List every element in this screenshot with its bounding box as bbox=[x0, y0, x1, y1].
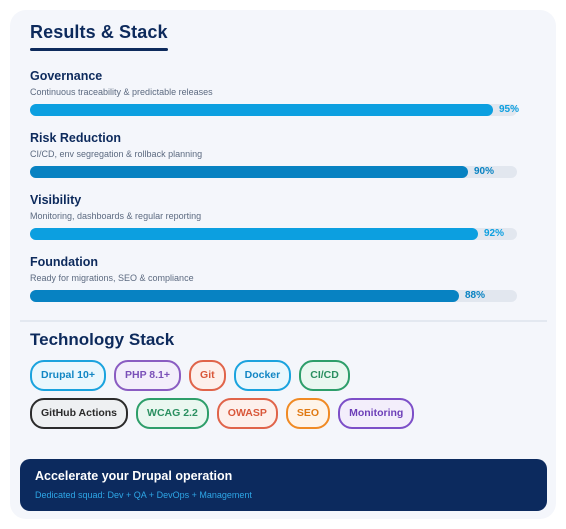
metric-name: Foundation bbox=[30, 255, 99, 269]
progress-fill bbox=[30, 104, 493, 116]
tech-chip[interactable]: CI/CD bbox=[299, 360, 350, 391]
progress-percent: 88% bbox=[465, 290, 486, 301]
metric-risk-reduction: Risk Reduction CI/CD, env segregation & … bbox=[30, 130, 536, 178]
results-stack-card: Results & Stack Governance Continuous tr… bbox=[10, 10, 556, 519]
tech-chip[interactable]: OWASP bbox=[216, 398, 278, 429]
progress-percent: 92% bbox=[484, 228, 505, 239]
metric-name: Visibility bbox=[30, 193, 82, 207]
progress-track bbox=[30, 290, 517, 302]
tech-chip-row: GitHub Actions WCAG 2.2 OWASP SEO Monito… bbox=[30, 398, 415, 429]
metric-description: CI/CD, env segregation & rollback planni… bbox=[30, 149, 203, 159]
tech-chip[interactable]: Drupal 10+ bbox=[30, 360, 106, 391]
progress-fill bbox=[30, 228, 478, 240]
metric-governance: Governance Continuous traceability & pre… bbox=[30, 68, 536, 116]
metric-name: Risk Reduction bbox=[30, 131, 121, 145]
progress-percent: 90% bbox=[474, 166, 495, 177]
tech-chip[interactable]: WCAG 2.2 bbox=[136, 398, 209, 429]
metric-description: Monitoring, dashboards & regular reporti… bbox=[30, 211, 202, 221]
progress-track bbox=[30, 104, 517, 116]
tech-chip-row: Drupal 10+ PHP 8.1+ Git Docker CI/CD bbox=[30, 360, 350, 391]
title-underline bbox=[30, 48, 168, 51]
progress-fill bbox=[30, 290, 459, 302]
progress-fill bbox=[30, 166, 468, 178]
tech-chip[interactable]: Docker bbox=[233, 360, 292, 391]
metric-description: Continuous traceability & predictable re… bbox=[30, 87, 213, 97]
progress-percent: 95% bbox=[499, 104, 520, 115]
tech-stack-title: Technology Stack bbox=[30, 330, 175, 349]
section-title: Results & Stack bbox=[30, 22, 168, 42]
cta-subtitle: Dedicated squad: Dev + QA + DevOps + Man… bbox=[35, 490, 252, 500]
metric-visibility: Visibility Monitoring, dashboards & regu… bbox=[30, 192, 536, 240]
tech-chip[interactable]: Monitoring bbox=[338, 398, 415, 429]
tech-chip[interactable]: PHP 8.1+ bbox=[113, 360, 182, 391]
section-divider bbox=[20, 320, 547, 322]
progress-track bbox=[30, 228, 517, 240]
tech-chip[interactable]: GitHub Actions bbox=[30, 398, 129, 429]
metric-name: Governance bbox=[30, 69, 103, 83]
cta-title: Accelerate your Drupal operation bbox=[35, 469, 233, 483]
metric-description: Ready for migrations, SEO & compliance bbox=[30, 273, 194, 283]
progress-track bbox=[30, 166, 517, 178]
tech-chip[interactable]: Git bbox=[189, 360, 226, 391]
metric-foundation: Foundation Ready for migrations, SEO & c… bbox=[30, 254, 536, 302]
cta-banner[interactable]: Accelerate your Drupal operation Dedicat… bbox=[20, 459, 547, 511]
tech-chip[interactable]: SEO bbox=[285, 398, 331, 429]
